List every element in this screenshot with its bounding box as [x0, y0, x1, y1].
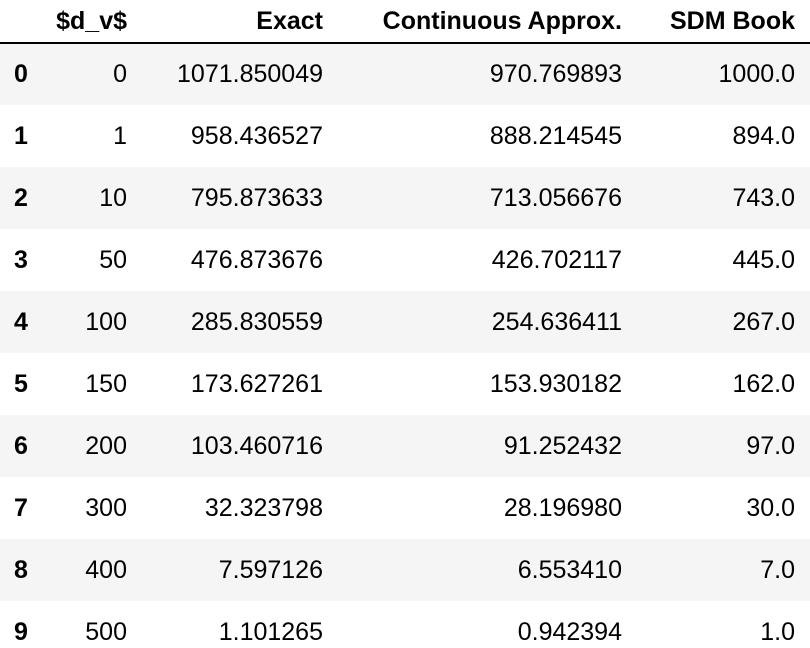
- cell-sdm: 1.0: [760, 617, 795, 646]
- cell-sdm: 267.0: [732, 307, 795, 336]
- row-index: 3: [14, 245, 28, 274]
- cell-exact: 1.101265: [218, 617, 323, 646]
- table-row: 7 300 32.323798 28.196980 30.0: [0, 477, 810, 539]
- table-body: 0 0 1071.850049 970.769893 1000.0 1 1 958.43652…: [0, 43, 810, 648]
- table-row: 4 100 285.830559 254.636411 267.0: [0, 291, 810, 353]
- cell-exact: 285.830559: [190, 307, 323, 336]
- cell-exact: 7.597126: [218, 555, 323, 584]
- table-row: 1 1 958.436527 888.214545 894.0: [0, 105, 810, 167]
- cell-continuous: 888.214545: [489, 121, 622, 150]
- table-row: 9 500 1.101265 0.942394 1.0: [0, 601, 810, 648]
- cell-sdm: 894.0: [732, 121, 795, 150]
- cell-continuous: 426.702117: [491, 245, 622, 274]
- cell-dv: 400: [85, 555, 127, 584]
- cell-dv: 150: [85, 369, 127, 398]
- cell-sdm: 7.0: [760, 555, 795, 584]
- cell-exact: 795.873633: [190, 183, 323, 212]
- cell-continuous: 91.252432: [503, 431, 622, 460]
- table-header: $d_v$ Exact Continuous Approx. SDM Book: [0, 0, 810, 44]
- cell-continuous: 713.056676: [489, 183, 622, 212]
- cell-dv: 500: [85, 617, 127, 646]
- row-index: 5: [14, 369, 28, 398]
- cell-dv: 10: [99, 183, 127, 212]
- cell-exact: 173.627261: [190, 369, 323, 398]
- row-index: 7: [14, 493, 28, 522]
- cell-dv: 1: [113, 121, 127, 150]
- cell-exact: 103.460716: [190, 431, 323, 460]
- cell-dv: 300: [85, 493, 127, 522]
- cell-continuous: 970.769893: [489, 60, 622, 88]
- row-index: 6: [14, 431, 28, 460]
- table-row: 3 50 476.873676 426.702117 445.0: [0, 229, 810, 291]
- cell-exact: 32.323798: [204, 493, 323, 522]
- cell-continuous: 28.196980: [503, 493, 622, 522]
- row-index: 8: [14, 555, 28, 584]
- row-index: 9: [14, 617, 28, 646]
- table-row: 5 150 173.627261 153.930182 162.0: [0, 353, 810, 415]
- cell-dv: 0: [113, 60, 127, 88]
- cell-continuous: 153.930182: [489, 369, 622, 398]
- cell-continuous: 6.553410: [517, 555, 622, 584]
- column-header-sdm: SDM Book: [637, 0, 810, 44]
- cell-sdm: 445.0: [732, 245, 795, 274]
- table-row: 6 200 103.460716 91.252432 97.0: [0, 415, 810, 477]
- row-index: 0: [14, 60, 28, 88]
- table-row: 2 10 795.873633 713.056676 743.0: [0, 167, 810, 229]
- cell-sdm: 1000.0: [718, 60, 795, 88]
- cell-exact: 1071.850049: [177, 60, 323, 88]
- cell-dv: 100: [85, 307, 127, 336]
- cell-continuous: 0.942394: [517, 617, 622, 646]
- cell-exact: 958.436527: [190, 121, 323, 150]
- row-index: 2: [14, 183, 28, 212]
- row-index: 1: [14, 121, 28, 150]
- column-header-continuous: Continuous Approx.: [338, 0, 637, 44]
- row-index: 4: [14, 307, 28, 336]
- table-row: 0 0 1071.850049 970.769893 1000.0: [0, 43, 810, 105]
- cell-sdm: 743.0: [732, 183, 795, 212]
- cell-sdm: 162.0: [732, 369, 795, 398]
- cell-sdm: 30.0: [746, 493, 795, 522]
- column-header-exact: Exact: [142, 0, 338, 44]
- column-header-dv: $d_v$: [42, 0, 142, 44]
- cell-exact: 476.873676: [190, 245, 323, 274]
- cell-dv: 200: [85, 431, 127, 460]
- index-header: [0, 0, 42, 44]
- cell-sdm: 97.0: [746, 431, 795, 460]
- cell-continuous: 254.636411: [491, 307, 622, 336]
- table-row: 8 400 7.597126 6.553410 7.0: [0, 539, 810, 601]
- cell-dv: 50: [99, 245, 127, 274]
- header-row: $d_v$ Exact Continuous Approx. SDM Book: [0, 0, 810, 44]
